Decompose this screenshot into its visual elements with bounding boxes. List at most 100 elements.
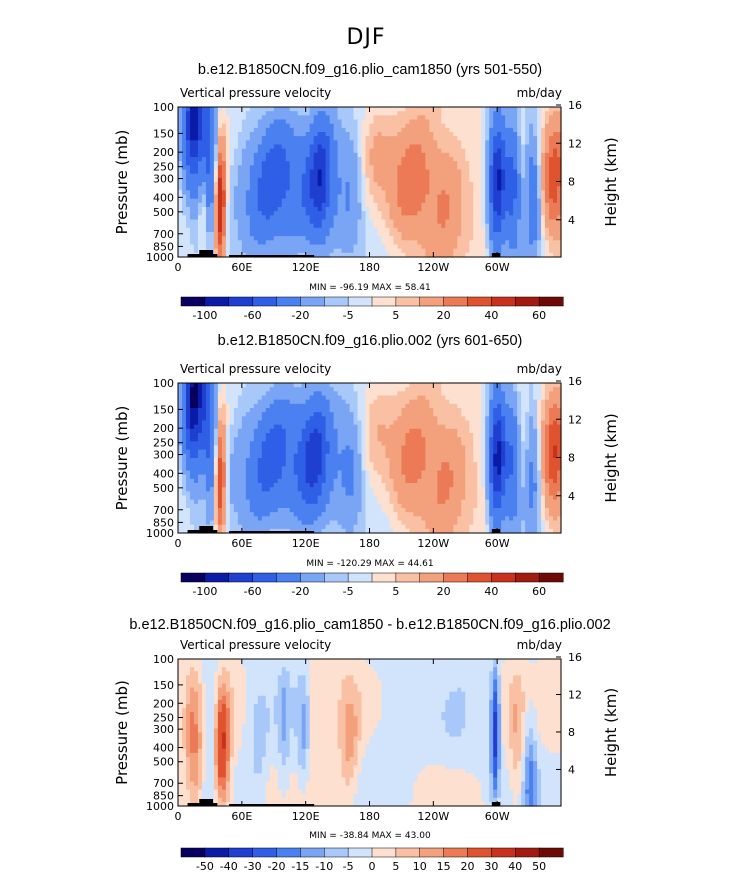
- topography-andes: [491, 253, 501, 257]
- field-cell: [429, 132, 434, 137]
- field-cell: [549, 236, 554, 241]
- field-cell: [225, 391, 231, 397]
- field-cell: [509, 140, 514, 146]
- field-cell: [341, 236, 347, 241]
- field-cell: [197, 437, 203, 442]
- field-cell: [381, 424, 387, 430]
- field-cell: [253, 123, 259, 129]
- field-cell: [325, 140, 331, 146]
- field-cell: [317, 136, 323, 141]
- field-cell: [297, 132, 303, 137]
- field-cell: [481, 173, 486, 179]
- field-cell: [273, 428, 279, 434]
- field-cell: [509, 202, 514, 208]
- field-cell: [201, 123, 207, 129]
- field-cell: [449, 215, 454, 221]
- field-cell: [485, 115, 490, 121]
- field-cell: [253, 194, 259, 200]
- field-cell: [425, 244, 430, 250]
- field-cell: [229, 107, 235, 112]
- field-cell: [473, 248, 478, 254]
- field-cell: [241, 127, 247, 133]
- field-cell: [445, 119, 450, 125]
- field-cell: [557, 169, 562, 175]
- field-cell: [241, 403, 247, 409]
- field-cell: [225, 227, 231, 233]
- field-cell: [293, 416, 299, 422]
- field-cell: [441, 395, 446, 401]
- field-cell: [249, 227, 255, 233]
- field-cell: [301, 136, 307, 141]
- field-cell: [457, 424, 462, 430]
- field-cell: [193, 437, 199, 442]
- field-cell: [197, 399, 203, 405]
- field-cell: [229, 227, 235, 233]
- field-cell: [233, 186, 239, 191]
- field-cell: [329, 420, 335, 426]
- field-cell: [541, 437, 546, 442]
- field-cell: [341, 437, 347, 442]
- field-cell: [245, 395, 251, 401]
- field-cell: [309, 194, 315, 200]
- field-cell: [233, 433, 239, 438]
- field-cell: [245, 123, 251, 129]
- field-cell: [429, 119, 434, 125]
- field-cell: [457, 433, 462, 438]
- field-cell: [425, 173, 430, 179]
- field-cell: [509, 416, 514, 422]
- field-cell: [437, 186, 442, 191]
- field-cell: [417, 437, 422, 442]
- field-cell: [381, 152, 387, 158]
- field-cell: [409, 248, 414, 254]
- field-cell: [425, 412, 430, 417]
- field-cell: [329, 202, 335, 208]
- field-cell: [513, 198, 518, 204]
- field-cell: [517, 194, 522, 200]
- field-cell: [361, 424, 367, 430]
- field-cell: [193, 107, 199, 112]
- field-cell: [453, 182, 458, 187]
- field-cell: [249, 111, 255, 116]
- field-cell: [313, 248, 319, 254]
- field-cell: [337, 119, 343, 125]
- field-cell: [269, 215, 275, 221]
- field-cell: [178, 190, 183, 196]
- field-cell: [497, 144, 502, 150]
- field-cell: [325, 383, 331, 388]
- field-cell: [265, 441, 271, 447]
- field-cell: [357, 391, 363, 397]
- field-cell: [557, 111, 562, 116]
- field-cell: [297, 148, 303, 154]
- field-cell: [337, 152, 343, 158]
- field-cell: [213, 132, 219, 137]
- field-cell: [549, 152, 554, 158]
- field-cell: [533, 194, 538, 200]
- field-cell: [369, 383, 375, 388]
- field-cell: [185, 219, 191, 225]
- field-cell: [245, 420, 251, 426]
- field-cell: [457, 165, 462, 171]
- field-cell: [441, 416, 446, 422]
- field-cell: [509, 433, 514, 438]
- field-cell: [465, 416, 470, 422]
- field-cell: [241, 144, 247, 150]
- field-cell: [549, 211, 554, 216]
- field-cell: [549, 399, 554, 405]
- field-cell: [321, 420, 327, 426]
- field-cell: [213, 408, 219, 413]
- field-cell: [437, 424, 442, 430]
- field-cell: [541, 157, 546, 162]
- field-cell: [369, 403, 375, 409]
- field-cell: [505, 123, 510, 129]
- field-cell: [217, 190, 223, 196]
- field-cell: [261, 207, 267, 212]
- field-cell: [401, 182, 407, 187]
- field-cell: [549, 190, 554, 196]
- field-cell: [449, 140, 454, 146]
- field-cell: [541, 207, 546, 212]
- field-cell: [209, 186, 215, 191]
- field-cell: [201, 387, 207, 392]
- field-cell: [353, 412, 359, 417]
- field-cell: [361, 173, 367, 179]
